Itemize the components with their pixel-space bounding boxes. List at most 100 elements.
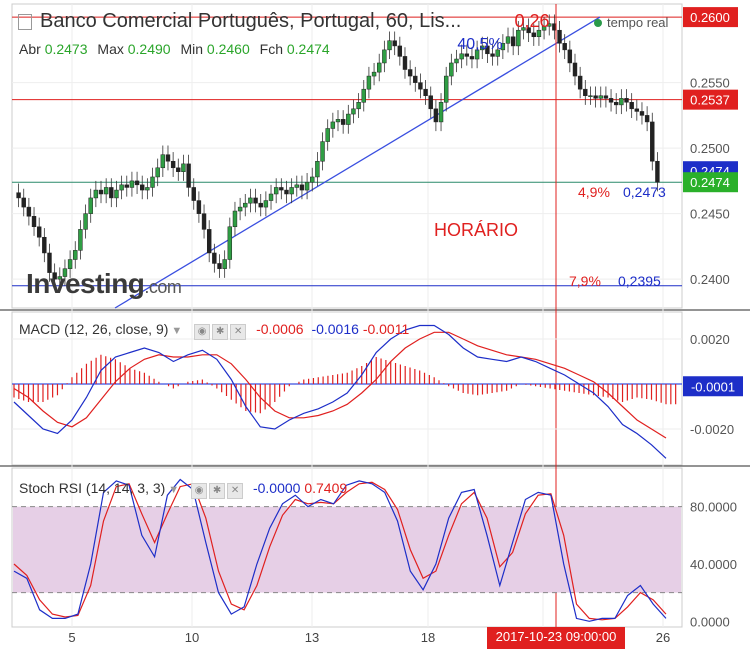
candle-body [109, 187, 114, 199]
candle-body [248, 197, 253, 204]
candle-body [397, 45, 403, 57]
candle-body [222, 259, 227, 269]
candle-body [268, 193, 274, 201]
macd-close-icon[interactable]: ✕ [230, 324, 247, 340]
candle-body [196, 200, 202, 214]
candle-body [608, 98, 614, 103]
ohlc-open-value: 0.2473 [44, 41, 88, 57]
x-tick-label: 5 [68, 630, 75, 645]
macd-settings-icon[interactable]: ✱ [212, 324, 229, 340]
candle-body [201, 213, 207, 230]
stochrsi-dropdown-icon[interactable]: ▼ [168, 484, 180, 497]
candle-body [253, 197, 258, 204]
candle-body [98, 189, 104, 195]
candle-body [160, 154, 166, 169]
candle-body [500, 43, 506, 51]
candle-body [206, 229, 212, 254]
candle-body [454, 58, 459, 64]
ohlc-close-value: 0.2474 [286, 41, 330, 57]
candle-body [21, 197, 26, 208]
candle-body [119, 184, 124, 191]
candle-body [258, 202, 263, 208]
price-badge [683, 172, 738, 193]
candle-body [335, 119, 341, 123]
annotation-pct-up: 40,5% [457, 36, 502, 53]
ohlc-high-value: 0.2490 [127, 41, 171, 57]
live-label: tempo real [607, 15, 669, 30]
candle-body [330, 121, 336, 129]
chart-type-icon[interactable] [18, 13, 32, 30]
stochrsi-value-2: 0.7409 [304, 480, 348, 497]
annotation-val-low: 0,2395 [618, 273, 661, 289]
candle-body [155, 167, 160, 178]
stochrsi-tick-label: 80.0000 [690, 500, 737, 515]
macd-pane [11, 311, 683, 466]
candle-body [217, 263, 222, 269]
annotation-pct-mid: 4,9% [578, 184, 610, 200]
candle-body [67, 259, 73, 269]
chart-title: Banco Comercial Português, Portugal, 60,… [18, 10, 461, 33]
stochrsi-value-1: -0.0000 [252, 480, 301, 497]
ohlc-readout: Abr 0.2473 Max 0.2490 Min 0.2460 Fch 0.2… [19, 41, 336, 57]
macd-value-2: -0.0016 [311, 321, 359, 338]
candle-body [407, 69, 413, 77]
stochrsi-close-icon[interactable]: ✕ [227, 483, 244, 499]
annotation-top-value: 0,26 [514, 11, 549, 31]
candle-body [243, 202, 248, 208]
candle-body [93, 189, 99, 199]
y-tick-label: 0.2400 [690, 272, 730, 287]
macd-title: MACD (12, 26, close, 9) [19, 321, 169, 338]
candle-body [237, 206, 243, 212]
stochrsi-d-line [13, 481, 667, 621]
candle-body [191, 187, 196, 201]
macd-visibility-icon[interactable]: ◉ [194, 324, 211, 340]
candle-body [315, 160, 320, 178]
annotation-horario: HORÁRIO [434, 220, 518, 240]
investing-logo: Investing.com [26, 268, 182, 300]
macd-value-1: -0.0006 [256, 321, 304, 338]
ohlc-open-label: Abr [19, 41, 41, 57]
candle-body [73, 250, 78, 260]
candle-body [232, 210, 238, 228]
candle-body [541, 26, 547, 31]
stochrsi-tools: ◉ ✱ ✕ [191, 480, 245, 499]
y-tick-label: 0.2500 [690, 141, 730, 156]
stochrsi-settings-icon[interactable]: ✱ [209, 483, 226, 499]
candle-body [655, 160, 660, 183]
candle-body [325, 128, 330, 142]
macd-badge-label: -0.0001 [691, 379, 735, 394]
live-indicator: tempo real [594, 15, 668, 30]
candle-body [562, 43, 567, 51]
candle-body [284, 189, 289, 195]
x-tick-label: 18 [421, 630, 435, 645]
macd-tick-label: 0.0020 [690, 332, 730, 347]
candle-body [371, 71, 377, 77]
macd-dropdown-icon[interactable]: ▼ [171, 325, 183, 338]
price-badge [683, 89, 738, 110]
stochrsi-title: Stoch RSI (14, 14, 3, 3) [19, 480, 166, 497]
candle-body [547, 23, 552, 27]
candle-body [387, 40, 392, 51]
candle-body [310, 176, 315, 183]
stochrsi-k-line [13, 478, 667, 622]
candle-body [212, 252, 217, 264]
ohlc-low-value: 0.2460 [206, 41, 250, 57]
candle-body [428, 95, 433, 110]
stochrsi-visibility-icon[interactable]: ◉ [191, 483, 208, 499]
candle-body [36, 226, 42, 238]
stochrsi-tick-label: 0.0000 [690, 614, 730, 629]
candle-body [474, 49, 480, 60]
live-dot-icon [594, 19, 602, 27]
candle-body [263, 200, 269, 208]
candle-body [351, 108, 356, 115]
candle-body [181, 163, 186, 172]
macd-value-3: -0.0011 [362, 321, 410, 338]
candle-body [634, 108, 640, 112]
candle-body [165, 154, 171, 162]
candle-body [145, 187, 150, 191]
candle-body [619, 98, 624, 106]
candle-body [140, 184, 145, 191]
candle-body [57, 276, 62, 280]
